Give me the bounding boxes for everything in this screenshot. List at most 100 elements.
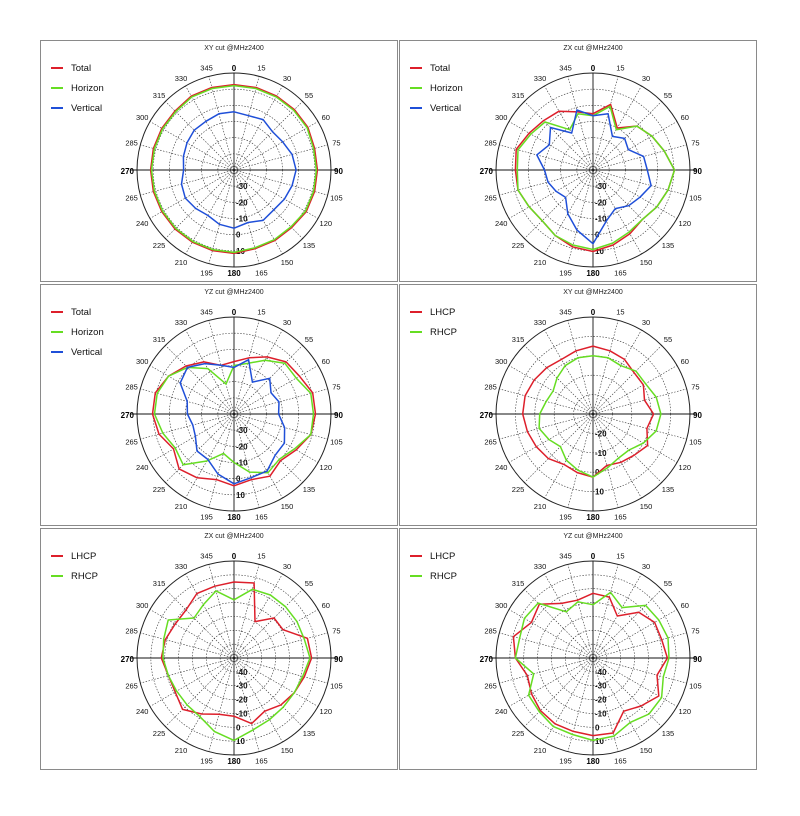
angle-label: 285	[125, 383, 138, 392]
angle-label: 270	[121, 655, 135, 664]
radial-tick-label: -30	[236, 682, 248, 691]
angle-label: 240	[136, 707, 149, 716]
radial-tick-label: -40	[236, 668, 248, 677]
angle-label: 135	[662, 241, 675, 250]
grid-spoke	[233, 589, 303, 659]
chart-title: XY cut @MHz2400	[204, 45, 264, 52]
angle-label: 15	[616, 552, 624, 561]
grid-spoke	[592, 169, 662, 239]
angle-label: 285	[125, 627, 138, 636]
angle-label: 135	[303, 729, 316, 738]
angle-label: 345	[559, 64, 572, 73]
legend-label: LHCP	[71, 551, 96, 562]
grid-spoke	[208, 76, 235, 171]
angle-label: 345	[200, 308, 213, 317]
radial-tick-label: -10	[595, 709, 607, 718]
series-line-lhcp	[521, 345, 655, 478]
angle-label: 150	[640, 746, 653, 755]
grid-spoke	[592, 169, 687, 196]
grid-spoke	[233, 169, 328, 196]
grid-spoke	[233, 76, 260, 171]
grid-spoke	[233, 121, 319, 171]
angle-label: 60	[322, 357, 330, 366]
angle-label: 165	[614, 756, 627, 765]
angle-label: 315	[512, 91, 525, 100]
grid-spoke	[592, 413, 662, 483]
grid-spoke	[567, 320, 594, 415]
grid-spoke	[233, 564, 260, 659]
grid-spoke	[499, 657, 594, 684]
grid-spoke	[499, 144, 594, 171]
angle-label: 330	[175, 318, 188, 327]
legend-label: Vertical	[71, 347, 102, 358]
angle-label: 0	[232, 64, 237, 73]
grid-spoke	[233, 657, 319, 707]
angle-label: 120	[320, 219, 333, 228]
angle-label: 210	[175, 502, 188, 511]
grid-spoke	[524, 345, 594, 415]
grid-spoke	[508, 657, 594, 707]
grid-spoke	[592, 388, 687, 415]
grid-spoke	[524, 413, 594, 483]
grid-spoke	[508, 121, 594, 171]
grid-spoke	[208, 320, 235, 415]
grid-spoke	[544, 329, 594, 415]
angle-label: 150	[281, 746, 294, 755]
radial-tick-label: 10	[595, 488, 604, 497]
angle-label: 105	[689, 193, 702, 202]
angle-label: 135	[662, 485, 675, 494]
angle-label: 315	[153, 91, 166, 100]
grid-spoke	[592, 329, 642, 415]
grid-spoke	[592, 657, 687, 684]
chart-panel-5: ZX cut @MHz2400 0 15 30 55 60 75 90 105 120 135 150…	[40, 528, 398, 770]
angle-label: 90	[693, 167, 702, 176]
grid-spoke	[592, 632, 687, 659]
angle-label: 105	[689, 681, 702, 690]
angle-label: 330	[534, 74, 547, 83]
grid-spoke	[149, 657, 235, 707]
grid-spoke	[592, 589, 662, 659]
angle-label: 15	[257, 308, 265, 317]
grid-spoke	[233, 413, 303, 483]
angle-label: 150	[281, 258, 294, 267]
grid-spoke	[233, 413, 283, 499]
grid-spoke	[567, 169, 594, 264]
grid-spoke	[185, 657, 235, 743]
radial-tick-label: 0	[236, 723, 241, 732]
angle-label: 225	[512, 729, 525, 738]
angle-label: 75	[691, 627, 699, 636]
grid-spoke	[233, 345, 303, 415]
angle-label: 270	[121, 167, 135, 176]
grid-spoke	[233, 573, 283, 659]
angle-label: 300	[495, 113, 508, 122]
series-line-lhcp	[160, 581, 313, 725]
grid-spoke	[544, 85, 594, 171]
angle-label: 90	[693, 655, 702, 664]
angle-label: 15	[616, 64, 624, 73]
grid-spoke	[165, 169, 235, 239]
legend-label: Total	[71, 63, 91, 74]
angle-label: 300	[136, 113, 149, 122]
grid-spoke	[567, 76, 594, 171]
angle-label: 135	[303, 485, 316, 494]
angle-label: 120	[320, 707, 333, 716]
chart-panel-2: ZX cut @MHz2400 0 15 30 55 60 75 90 105 120 135 150…	[399, 40, 757, 282]
angle-label: 105	[689, 437, 702, 446]
series-line-lhcp	[512, 592, 669, 737]
grid-spoke	[592, 657, 619, 752]
angle-label: 15	[257, 552, 265, 561]
grid-spoke	[592, 365, 678, 415]
angle-label: 210	[175, 746, 188, 755]
grid-spoke	[165, 345, 235, 415]
radial-tick-label: -20	[236, 442, 248, 451]
grid-spoke	[567, 564, 594, 659]
grid-spoke	[233, 365, 319, 415]
angle-label: 0	[232, 308, 237, 317]
angle-label: 60	[322, 113, 330, 122]
grid-spoke	[592, 657, 662, 727]
angle-label: 135	[662, 729, 675, 738]
angle-label: 270	[121, 411, 135, 420]
angle-label: 0	[232, 552, 237, 561]
radial-tick-label: 0	[236, 231, 241, 240]
grid-spoke	[592, 413, 619, 508]
